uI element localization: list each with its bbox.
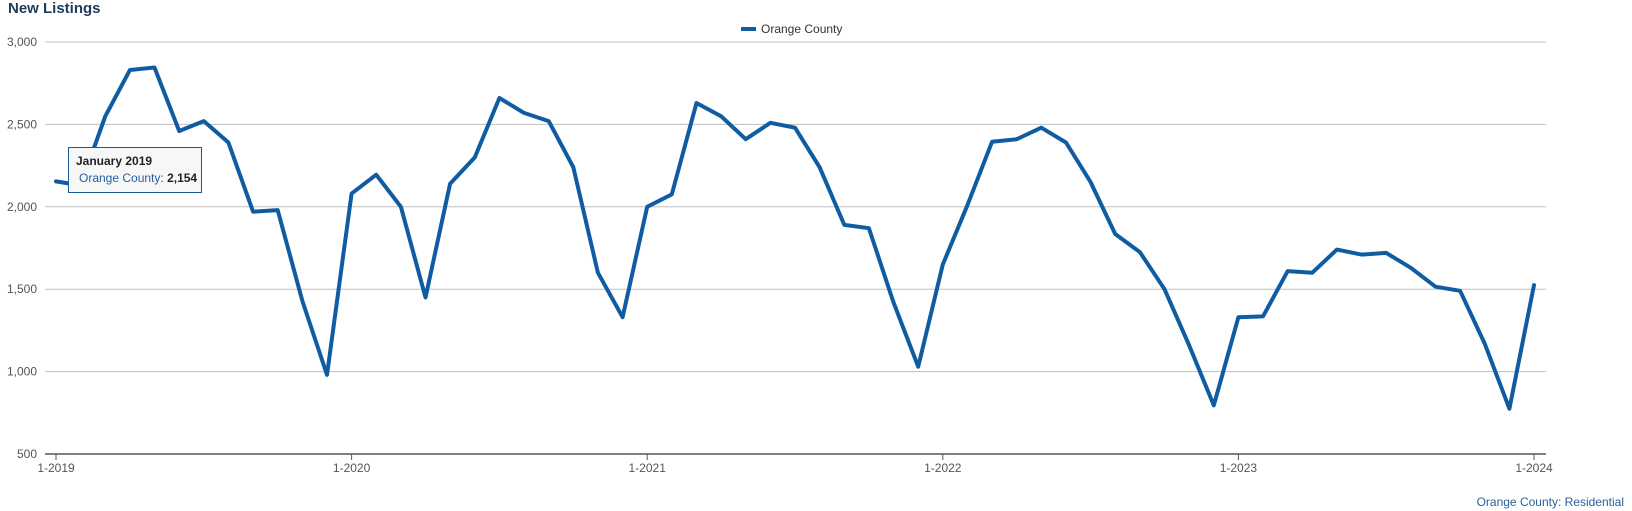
x-tick-label: 1-2024 [1515,461,1553,475]
data-point[interactable] [1260,313,1266,319]
data-point[interactable] [349,191,355,197]
tooltip-title: January 2019 [76,154,153,168]
data-point[interactable] [841,222,847,228]
data-point[interactable] [1211,402,1217,408]
data-point[interactable] [152,65,158,71]
data-point[interactable] [669,191,675,197]
data-point[interactable] [299,298,305,304]
data-point[interactable] [1285,268,1291,274]
data-point[interactable] [718,113,724,119]
data-point[interactable] [1186,342,1192,348]
data-point[interactable] [546,118,552,124]
data-point[interactable] [1482,341,1488,347]
data-point[interactable] [225,140,231,146]
x-tick-label: 1-2019 [37,461,75,475]
data-point[interactable] [250,209,256,215]
data-point[interactable] [53,178,59,184]
data-point[interactable] [373,172,379,178]
data-point[interactable] [102,113,108,119]
gridlines [45,41,1546,373]
data-point[interactable] [472,154,478,160]
data-point[interactable] [1162,286,1168,292]
data-point[interactable] [940,261,946,267]
data-point[interactable] [201,118,207,124]
data-point[interactable] [1112,231,1118,237]
data-point[interactable] [496,95,502,101]
y-tick-label: 3,000 [7,35,37,49]
data-point[interactable] [1088,179,1094,185]
data-point[interactable] [792,125,798,131]
data-point[interactable] [595,270,601,276]
data-point[interactable] [1235,314,1241,320]
tooltip-value: 2,154 [167,171,198,185]
data-point[interactable] [1309,270,1315,276]
data-point[interactable] [1383,250,1389,256]
data-point[interactable] [891,299,897,305]
data-point[interactable] [1432,284,1438,290]
data-point[interactable] [1038,125,1044,131]
series-line[interactable] [54,65,1536,411]
data-point[interactable] [447,181,453,187]
data-point[interactable] [127,67,133,73]
y-tick-label: 2,000 [7,200,37,214]
y-axis: 500 1,000 1,500 2,000 2,500 3,000 [7,35,37,461]
data-point[interactable] [1137,249,1143,255]
data-point[interactable] [521,110,527,116]
tooltip-line: Orange County: 2,154 [76,171,201,185]
data-point[interactable] [275,207,281,213]
chart-title: New Listings [8,0,101,17]
data-point[interactable] [743,136,749,142]
data-point[interactable] [324,372,330,378]
data-point[interactable] [398,204,404,210]
legend[interactable]: Orange County [741,22,842,36]
x-tick-label: 1-2020 [333,461,371,475]
data-point[interactable] [817,164,823,170]
legend-label: Orange County [761,22,842,36]
x-tick-label: 1-2021 [629,461,667,475]
data-point[interactable] [866,225,872,231]
data-point[interactable] [693,100,699,106]
data-point[interactable] [620,314,626,320]
y-tick-label: 1,500 [7,282,37,296]
footnote: Orange County: Residential [1476,495,1624,509]
data-point[interactable] [644,204,650,210]
data-point[interactable] [1063,140,1069,146]
data-point[interactable] [1531,282,1537,288]
y-tick-label: 500 [17,447,37,461]
tooltip: January 2019 Orange County: 2,154 [68,147,202,193]
data-point[interactable] [767,120,773,126]
tooltip-label: Orange County: [79,171,164,185]
y-tick-label: 2,500 [7,117,37,131]
y-tick-label: 1,000 [7,365,37,379]
data-point[interactable] [1457,288,1463,294]
x-axis: 1-2019 1-2020 1-2021 1-2022 1-2023 1-2024 [37,453,1553,475]
data-point[interactable] [915,364,921,370]
data-point[interactable] [1408,265,1414,271]
data-point[interactable] [1014,136,1020,142]
data-point[interactable] [964,202,970,208]
series-group [53,65,1537,412]
data-point[interactable] [423,294,429,300]
data-point[interactable] [570,164,576,170]
data-point[interactable] [1506,406,1512,412]
data-point[interactable] [1334,247,1340,253]
x-tick-label: 1-2022 [924,461,962,475]
data-point[interactable] [989,139,995,145]
x-tick-label: 1-2023 [1220,461,1258,475]
data-point[interactable] [1359,252,1365,258]
data-point[interactable] [176,128,182,134]
